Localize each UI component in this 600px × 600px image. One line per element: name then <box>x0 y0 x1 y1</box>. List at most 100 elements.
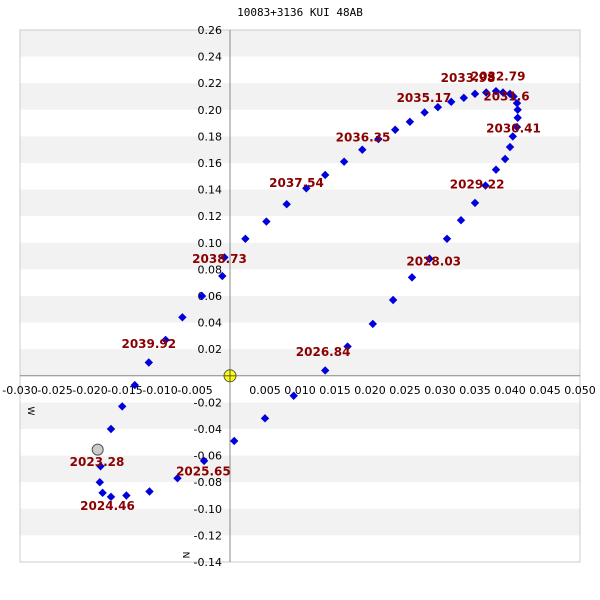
epoch-label: 2032.79 <box>471 70 526 84</box>
y-tick-label: 0.24 <box>198 51 223 64</box>
y-tick-label: -0.02 <box>194 396 222 409</box>
orbit-point <box>407 273 417 282</box>
orbit-point <box>241 234 250 244</box>
epoch-label: 2029.22 <box>450 177 505 191</box>
epoch-label: 2037.54 <box>269 176 324 190</box>
orbit-point <box>145 487 154 496</box>
epoch-label: 2023.28 <box>70 455 125 469</box>
y-tick-label: 0.22 <box>198 77 223 90</box>
orbit-point <box>178 313 187 322</box>
grid-band <box>20 455 580 483</box>
grid-band <box>20 535 580 562</box>
grid-band <box>20 402 580 429</box>
y-tick-label: 0.14 <box>198 184 223 197</box>
x-tick-label: 0.030 <box>424 384 456 397</box>
orbit-point <box>512 98 522 108</box>
y-tick-label: 0.04 <box>198 317 223 330</box>
grid-band <box>20 349 580 376</box>
orbit-point <box>374 134 383 144</box>
y-tick-label: 0.16 <box>198 157 223 170</box>
y-tick-label: -0.08 <box>194 476 222 489</box>
west-label: W <box>25 407 35 416</box>
y-tick-label: 0.02 <box>198 343 223 356</box>
grid-band <box>20 30 580 57</box>
x-tick-label: 0.040 <box>494 384 526 397</box>
orbit-point <box>220 253 229 262</box>
y-tick-label: -0.06 <box>194 450 222 463</box>
orbit-point <box>173 474 182 483</box>
orbit-point <box>98 488 107 498</box>
chart-title: 10083+3136 KUI 48AB <box>237 6 363 19</box>
orbit-point <box>482 88 491 97</box>
orbit-point <box>505 142 515 152</box>
orbit-point <box>199 456 209 466</box>
orbit-point <box>508 132 517 141</box>
orbit-point <box>491 86 501 96</box>
current-position-marker <box>91 443 104 456</box>
orbit-point <box>95 478 104 487</box>
grid-band <box>20 136 580 163</box>
y-tick-label: -0.12 <box>194 529 222 542</box>
grid-band <box>20 189 580 217</box>
orbit-point <box>282 200 291 209</box>
x-tick-label: 0.005 <box>249 384 281 397</box>
y-tick-label: 0.26 <box>198 24 223 37</box>
orbit-point <box>459 93 468 103</box>
y-tick-label: -0.14 <box>194 556 222 569</box>
grid-band <box>20 242 580 270</box>
y-tick-labels: 0.26 0.24 0.22 0.20 0.18 0.16 0.14 0.12 0.10 0.08… <box>194 24 222 569</box>
orbit-point <box>144 358 153 367</box>
orbit-point <box>405 117 415 126</box>
north-label: N <box>180 552 190 559</box>
epoch-label: 2024.46 <box>80 499 135 513</box>
orbit-point <box>289 391 298 400</box>
epoch-label: 2028.03 <box>406 254 461 268</box>
orbit-point <box>130 380 139 390</box>
epoch-label: 2030.41 <box>486 121 541 135</box>
orbit-point <box>447 97 456 107</box>
epoch-label: 2035.17 <box>397 91 452 105</box>
grid-band <box>20 56 580 84</box>
x-tick-label: 0.010 <box>284 384 316 397</box>
orbit-point <box>321 366 330 375</box>
x-tick-label: -0.030 <box>2 384 37 397</box>
orbit-point <box>218 271 227 281</box>
grid-band <box>20 216 580 243</box>
orbit-point <box>339 157 349 166</box>
y-tick-label: 0.12 <box>198 210 223 223</box>
orbit-point <box>262 217 271 226</box>
grid-band <box>20 269 580 296</box>
orbit-point <box>498 88 508 97</box>
plot-frame <box>19 29 581 563</box>
x-tick-label: 0.015 <box>319 384 351 397</box>
orbit-point <box>197 291 207 301</box>
x-tick-label: 0.020 <box>354 384 386 397</box>
grid-band <box>20 429 580 456</box>
y-tick-label: -0.04 <box>194 423 222 436</box>
epoch-label: 2039.92 <box>121 337 176 351</box>
orbit-point <box>122 491 131 500</box>
orbit-point <box>481 181 490 190</box>
star-markers <box>91 369 237 456</box>
grid-band <box>20 508 580 536</box>
epoch-label: 2031.6 <box>483 89 529 103</box>
y-tick-label: 0.06 <box>198 290 223 303</box>
orbit-point <box>321 170 330 180</box>
orbit-point <box>106 492 116 502</box>
orbit-point <box>420 108 429 117</box>
orbit-point <box>442 234 452 244</box>
x-tick-label: -0.020 <box>72 384 107 397</box>
x-tick-label: -0.010 <box>142 384 177 397</box>
x-tick-label: -0.025 <box>37 384 72 397</box>
axes <box>19 29 581 563</box>
x-tick-label: 0.045 <box>529 384 561 397</box>
y-tick-label: 0.20 <box>198 104 223 117</box>
y-tick-label: 0.18 <box>198 130 223 143</box>
x-tick-label: -0.005 <box>177 384 212 397</box>
orbit-point <box>106 424 116 434</box>
epoch-label: 2036.35 <box>336 131 391 145</box>
orbit-point <box>433 102 443 112</box>
orbit-point <box>513 105 522 114</box>
orbit-point <box>456 215 466 225</box>
